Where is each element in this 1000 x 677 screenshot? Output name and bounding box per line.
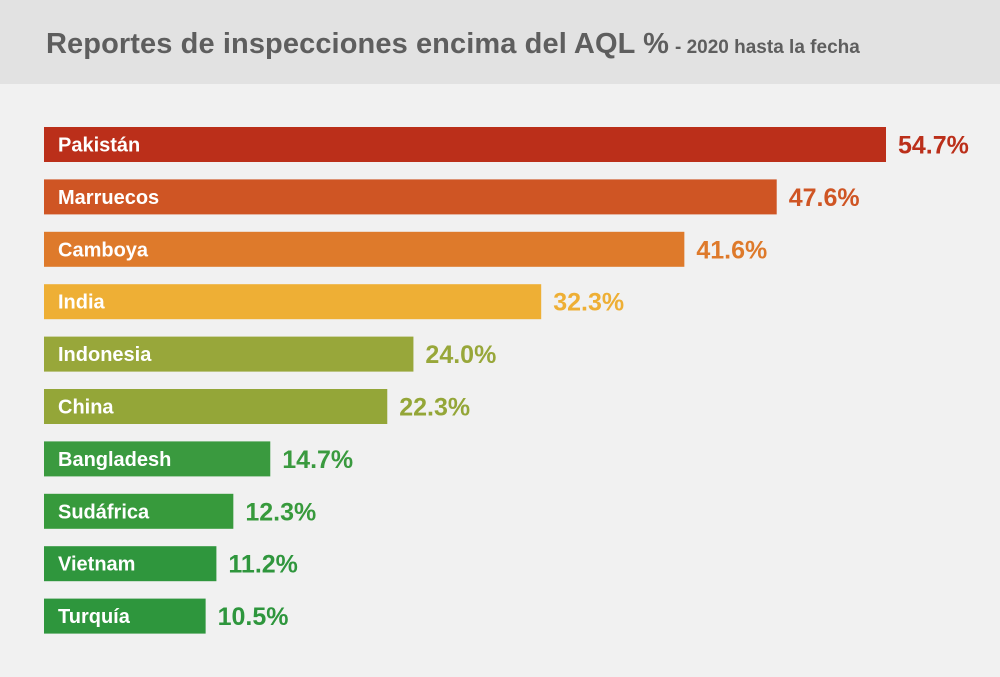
bar-0 [44,127,886,162]
value-label-5: 22.3% [399,394,470,422]
value-label-4: 24.0% [425,341,496,369]
value-label-6: 14.7% [282,446,353,474]
category-label-0: Pakistán [58,135,140,157]
bar-3 [44,284,542,320]
category-label-9: Turquía [58,606,131,628]
category-label-2: Camboya [58,239,149,261]
bar-5 [44,389,388,424]
category-label-7: Sudáfrica [58,501,150,523]
category-label-5: China [58,397,114,419]
category-label-1: Marruecos [58,187,159,209]
value-label-9: 10.5% [218,603,289,631]
value-label-3: 32.3% [553,289,624,317]
category-label-6: Bangladesh [58,449,171,471]
category-label-8: Vietnam [58,554,135,576]
bar-8 [44,546,217,582]
bar-9 [44,598,206,634]
bar-6 [44,441,271,477]
bar-chart: Pakistán 54.7% Marruecos 47.6% Camboya 41.6% I… [44,127,969,634]
value-label-8: 11.2% [228,551,298,579]
bar-2 [44,231,685,267]
value-label-1: 47.6% [789,184,860,212]
category-label-3: India [58,292,106,314]
chart-title-main: Reportes de inspecciones encima del AQL … [46,28,669,60]
value-label-2: 41.6% [696,236,767,264]
value-label-7: 12.3% [245,498,316,526]
category-label-4: Indonesia [58,344,152,366]
bar-1 [44,179,777,215]
value-label-0: 54.7% [898,132,969,160]
chart-title: Reportes de inspecciones encima del AQL … [46,28,860,61]
chart-subtitle: - 2020 hasta la fecha [674,37,860,58]
bar-7 [44,493,234,529]
bar-4 [44,336,414,372]
chart-header: Reportes de inspecciones encima del AQL … [0,0,1000,84]
